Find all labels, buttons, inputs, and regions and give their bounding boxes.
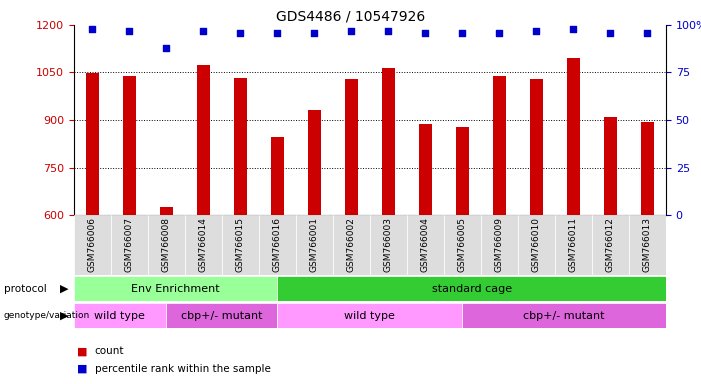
Point [161,45,172,51]
Text: count: count [95,346,124,356]
Text: GSM766014: GSM766014 [198,217,207,272]
Point [271,30,283,36]
Text: standard cage: standard cage [432,284,512,294]
Bar [271,137,284,215]
FancyBboxPatch shape [370,215,407,275]
FancyBboxPatch shape [592,215,629,275]
Point [531,28,542,34]
Point [198,28,209,34]
Text: GDS4486 / 10547926: GDS4486 / 10547926 [276,10,425,23]
Text: ■: ■ [77,346,88,356]
Bar [86,73,99,215]
Bar [493,76,506,215]
Text: ▶: ▶ [60,284,69,294]
Text: cbp+/- mutant: cbp+/- mutant [524,311,605,321]
Text: GSM766003: GSM766003 [383,217,393,272]
Text: Env Enrichment: Env Enrichment [131,284,219,294]
Bar [418,124,432,215]
Text: GSM766001: GSM766001 [310,217,319,272]
Point [494,30,505,36]
FancyBboxPatch shape [74,303,166,328]
FancyBboxPatch shape [184,215,222,275]
FancyBboxPatch shape [222,215,259,275]
Text: GSM766006: GSM766006 [88,217,97,272]
FancyBboxPatch shape [259,215,296,275]
FancyBboxPatch shape [74,276,277,301]
Point [420,30,431,36]
Point [123,28,135,34]
FancyBboxPatch shape [444,215,481,275]
Bar [123,76,135,215]
Bar [530,79,543,215]
FancyBboxPatch shape [629,215,666,275]
Point [642,30,653,36]
Point [383,28,394,34]
Text: GSM766005: GSM766005 [458,217,467,272]
Bar [308,111,321,215]
Bar [197,65,210,215]
FancyBboxPatch shape [463,303,666,328]
FancyBboxPatch shape [166,303,277,328]
Text: GSM766012: GSM766012 [606,217,615,272]
FancyBboxPatch shape [277,276,666,301]
Bar [567,58,580,215]
FancyBboxPatch shape [333,215,370,275]
Point [346,28,357,34]
Bar [345,79,358,215]
Text: ■: ■ [77,364,88,374]
Bar [233,78,247,215]
Point [86,26,97,32]
Text: GSM766015: GSM766015 [236,217,245,272]
Bar [160,207,172,215]
Point [568,26,579,32]
Point [605,30,616,36]
Text: GSM766004: GSM766004 [421,217,430,272]
Point [457,30,468,36]
Point [308,30,320,36]
Point [235,30,246,36]
Text: GSM766007: GSM766007 [125,217,134,272]
Text: GSM766011: GSM766011 [569,217,578,272]
FancyBboxPatch shape [148,215,184,275]
FancyBboxPatch shape [111,215,148,275]
Text: genotype/variation: genotype/variation [4,311,90,320]
Text: wild type: wild type [344,311,395,321]
Bar [382,68,395,215]
FancyBboxPatch shape [296,215,333,275]
Text: protocol: protocol [4,284,46,294]
Text: GSM766002: GSM766002 [347,217,356,272]
Bar [604,117,617,215]
Text: GSM766016: GSM766016 [273,217,282,272]
FancyBboxPatch shape [481,215,518,275]
Bar [456,127,469,215]
Text: GSM766009: GSM766009 [495,217,504,272]
Text: ▶: ▶ [60,311,69,321]
Text: percentile rank within the sample: percentile rank within the sample [95,364,271,374]
FancyBboxPatch shape [277,303,463,328]
Text: GSM766010: GSM766010 [532,217,541,272]
Text: cbp+/- mutant: cbp+/- mutant [181,311,262,321]
FancyBboxPatch shape [74,215,111,275]
Text: wild type: wild type [95,311,145,321]
FancyBboxPatch shape [555,215,592,275]
Bar [641,122,654,215]
FancyBboxPatch shape [407,215,444,275]
FancyBboxPatch shape [518,215,555,275]
Text: GSM766008: GSM766008 [162,217,170,272]
Text: GSM766013: GSM766013 [643,217,652,272]
